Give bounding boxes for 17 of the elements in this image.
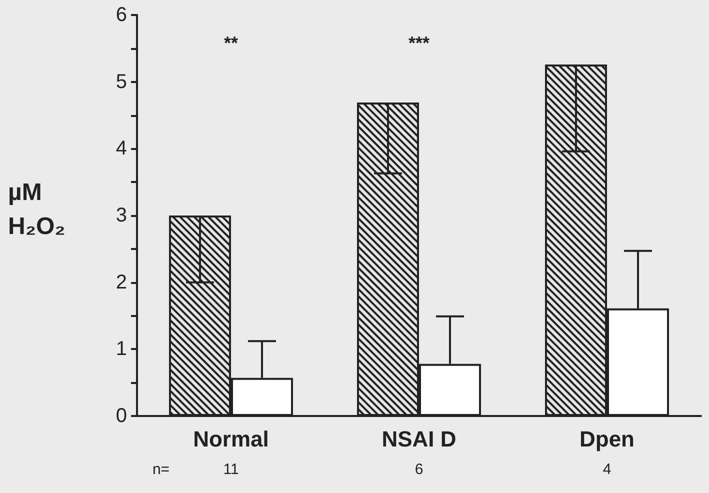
y-tick-label: 0	[116, 405, 127, 427]
x-tick-label: NSAI D	[382, 426, 456, 452]
y-tick-label: 5	[116, 70, 127, 93]
text: 6	[414, 461, 424, 478]
text: n=	[152, 461, 170, 478]
annotation: **	[224, 33, 238, 53]
y-tick-label: 4	[116, 138, 127, 160]
text: 4	[602, 461, 612, 478]
annotation: ***	[408, 33, 430, 53]
text: 11	[223, 461, 239, 478]
y-axis-title: µM H₂O₂	[8, 179, 66, 240]
y-tick-label: 6	[116, 4, 127, 26]
x-tick-label: Dpen	[580, 426, 634, 452]
y-tick-label: 1	[116, 338, 127, 360]
x-tick-label: Normal	[193, 426, 269, 452]
y-tick-label: 2	[116, 271, 127, 294]
y-tick-label: 3	[116, 204, 127, 226]
